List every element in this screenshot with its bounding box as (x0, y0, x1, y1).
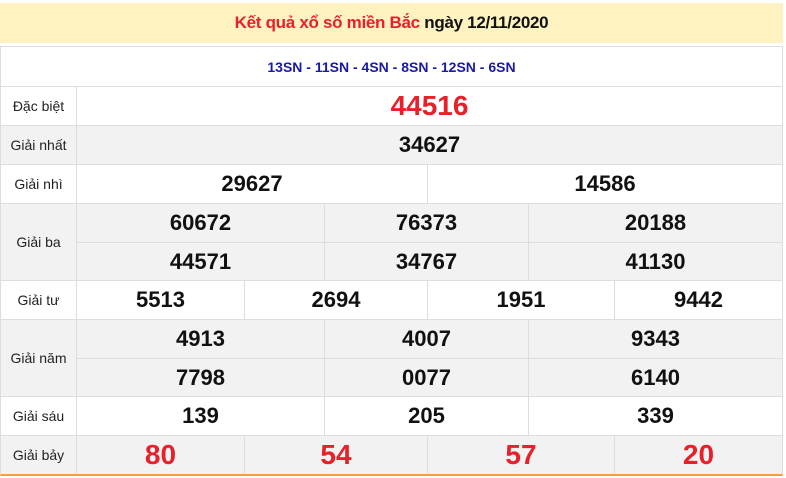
prize-number: 5513 (136, 287, 185, 312)
row-first: Giải nhất 34627 (0, 126, 783, 165)
row-third: Giải ba 60672 76373 20188 44571 34767 41130 (0, 204, 783, 281)
results-table: 13SN - 11SN - 4SN - 8SN - 12SN - 6SN Đặc… (0, 46, 783, 476)
prize-number: 60672 (169, 210, 232, 235)
title-date: ngày 12/11/2020 (424, 13, 549, 32)
prize-number: 44516 (390, 90, 469, 121)
prize-number: 1951 (427, 281, 614, 319)
prize-number: 44571 (169, 248, 232, 274)
prize-number: 0077 (324, 359, 528, 396)
prize-number: 139 (182, 403, 219, 428)
prize-number: 29627 (221, 171, 283, 196)
results-title: Kết quả xổ số miền Bắc ngày 12/11/2020 (0, 3, 783, 43)
prize-number: 76373 (324, 204, 528, 242)
prize-number: 4007 (324, 320, 528, 358)
prize-number: 2694 (244, 281, 427, 319)
prize-number: 9442 (614, 281, 782, 319)
codes-row: 13SN - 11SN - 4SN - 8SN - 12SN - 6SN (0, 47, 783, 87)
prize-number: 34627 (398, 132, 461, 157)
prize-label: Giải sáu (1, 397, 77, 435)
prize-number: 4913 (176, 326, 225, 351)
row-sixth: Giải sáu 139 205 339 (0, 397, 783, 436)
prize-number: 80 (144, 439, 177, 470)
prize-number: 54 (244, 436, 427, 474)
prize-number: 7798 (176, 364, 225, 390)
prize-label: Giải bảy (1, 436, 77, 474)
prize-number: 14586 (427, 165, 782, 203)
codes: 13SN - 11SN - 4SN - 8SN - 12SN - 6SN (267, 58, 516, 75)
prize-number: 20 (614, 436, 782, 474)
prize-label: Giải nhì (1, 165, 77, 203)
title-text: Kết quả xổ số miền Bắc (234, 13, 420, 32)
prize-number: 41130 (528, 243, 782, 280)
prize-number: 57 (427, 436, 614, 474)
prize-label: Giải tư (1, 281, 77, 319)
prize-label: Đặc biệt (1, 87, 77, 125)
row-fifth: Giải năm 4913 4007 9343 7798 0077 6140 (0, 320, 783, 397)
prize-number: 34767 (324, 243, 528, 280)
row-fourth: Giải tư 5513 2694 1951 9442 (0, 281, 783, 320)
prize-number: 9343 (528, 320, 782, 358)
row-special: Đặc biệt 44516 (0, 87, 783, 126)
row-second: Giải nhì 29627 14586 (0, 165, 783, 204)
prize-number: 339 (528, 397, 782, 435)
prize-label: Giải năm (1, 320, 77, 396)
prize-label: Giải nhất (1, 126, 77, 164)
row-seventh: Giải bảy 80 54 57 20 (0, 436, 783, 476)
prize-number: 20188 (528, 204, 782, 242)
prize-number: 6140 (528, 359, 782, 396)
prize-number: 205 (324, 397, 528, 435)
prize-label: Giải ba (1, 204, 77, 280)
